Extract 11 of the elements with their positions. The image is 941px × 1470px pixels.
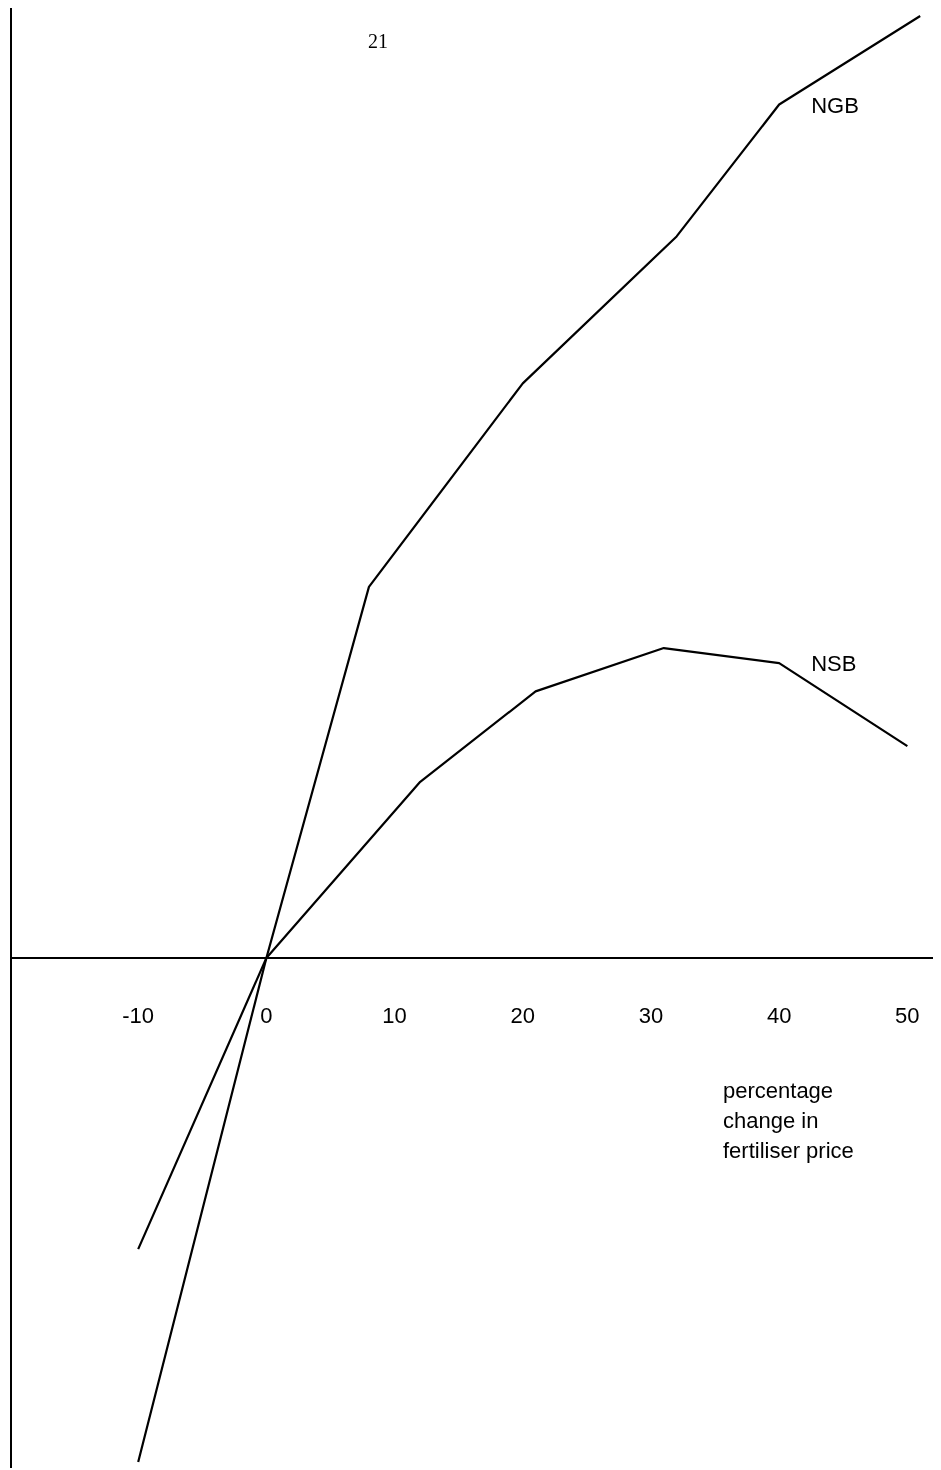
x-tick-label: 40 bbox=[766, 1003, 792, 1028]
x-tick-label: -10 bbox=[122, 1003, 155, 1028]
series-label: NSB bbox=[811, 651, 857, 677]
x-axis-title: percentage change in fertiliser price bbox=[723, 1078, 854, 1163]
x-tick-label: 0 bbox=[260, 1003, 273, 1028]
x-tick-label: 10 bbox=[382, 1003, 407, 1028]
x-tick-label: 30 bbox=[638, 1003, 664, 1028]
x-tick-label: 50 bbox=[895, 1003, 920, 1028]
annotation: 21 bbox=[368, 30, 388, 52]
x-tick-label: 20 bbox=[510, 1003, 536, 1028]
series-label: NGB bbox=[811, 92, 859, 118]
